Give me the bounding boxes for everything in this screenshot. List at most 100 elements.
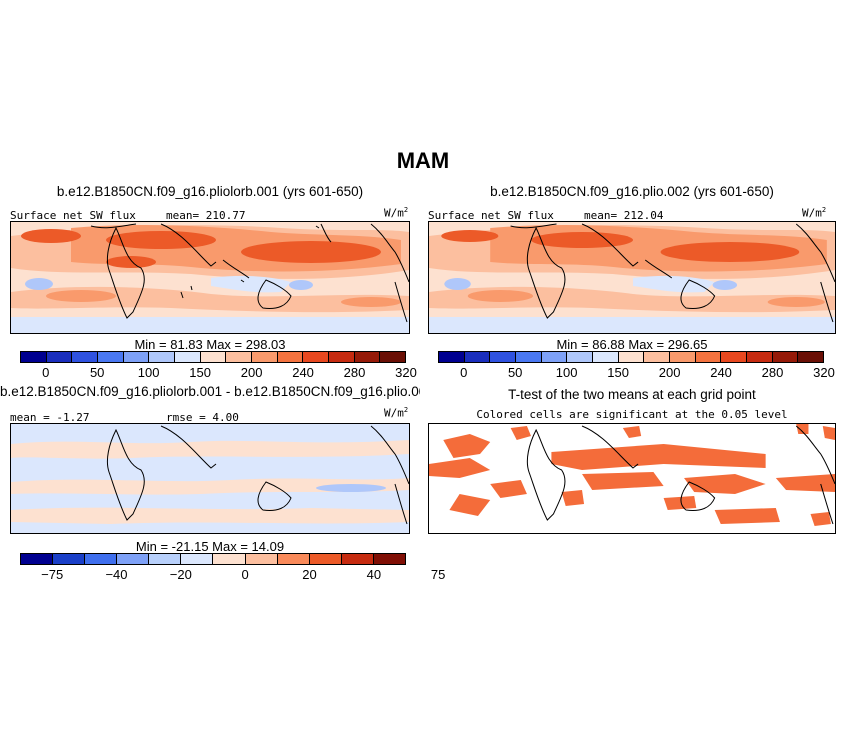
colorbar-tick-label: 0 bbox=[460, 365, 468, 380]
panel-2-colorbar: 0 50 100 150 200 240 280 320 bbox=[438, 351, 835, 380]
panel-2-colorbar-swatches bbox=[438, 351, 824, 363]
colorbar-swatch bbox=[226, 352, 253, 362]
panel-4-subtitle: Colored cells are significant at the 0.0… bbox=[476, 408, 788, 421]
colorbar-tick-label: 280 bbox=[761, 365, 784, 380]
colorbar-tick-label: 100 bbox=[555, 365, 578, 380]
panel-1-colorbar-swatches bbox=[20, 351, 406, 363]
panel-2-units: W/m2 bbox=[802, 206, 827, 220]
colorbar-swatch bbox=[644, 352, 671, 362]
panel-3-title: b.e12.B1850CN.f09_g16.pliolorb.001 - b.e… bbox=[0, 384, 420, 399]
colorbar-tick-label: 240 bbox=[710, 365, 732, 380]
panel-3-map-field bbox=[11, 424, 409, 533]
colorbar-tick-label: 200 bbox=[240, 365, 263, 380]
colorbar-tick-label: 320 bbox=[813, 365, 835, 380]
colorbar-swatch bbox=[341, 554, 374, 564]
colorbar-swatch bbox=[245, 554, 278, 564]
panel-1-colorbar-labels: 0 50 100 150 200 240 280 320 bbox=[20, 363, 417, 380]
colorbar-swatch bbox=[618, 352, 645, 362]
panel-1-title: b.e12.B1850CN.f09_g16.pliolorb.001 (yrs … bbox=[56, 184, 364, 199]
colorbar-swatch bbox=[277, 352, 304, 362]
panel-2-coastlines bbox=[510, 223, 835, 323]
colorbar-swatch bbox=[252, 352, 278, 362]
panel-1-units: W/m2 bbox=[384, 206, 409, 220]
colorbar-swatch bbox=[277, 554, 310, 564]
panel-2-minmax: Min = 86.88 Max = 296.65 bbox=[556, 337, 708, 352]
colorbar-swatch bbox=[567, 352, 594, 362]
colorbar-swatch bbox=[721, 352, 748, 362]
colorbar-swatch bbox=[380, 352, 406, 362]
colorbar-swatch bbox=[798, 352, 824, 362]
panel-1-coastlines bbox=[90, 223, 409, 323]
panel-1-mean-label: mean= 210.77 bbox=[166, 209, 246, 222]
colorbar-swatch bbox=[593, 352, 619, 362]
panel-3-colorbar-swatches bbox=[20, 553, 406, 565]
panel-4-map bbox=[428, 423, 836, 534]
colorbar-tick-label: 50 bbox=[89, 365, 105, 380]
colorbar-tick-label: 0 bbox=[42, 365, 50, 380]
panel-4-title: T-test of the two means at each grid poi… bbox=[508, 387, 756, 402]
colorbar-swatch bbox=[772, 352, 799, 362]
panel-3-colorbar: −75 −40 −20 0 20 40 75 bbox=[20, 553, 445, 582]
panel-1-colorbar: 0 50 100 150 200 240 280 320 bbox=[20, 351, 417, 380]
panel-3-rmse-label: rmse = 4.00 bbox=[166, 411, 239, 424]
colorbar-swatch bbox=[516, 352, 542, 362]
panel-3-units: W/m2 bbox=[384, 406, 409, 420]
colorbar-swatch bbox=[21, 554, 54, 564]
panel-3-coastlines bbox=[106, 425, 409, 525]
panel-2-variable-label: Surface net SW flux bbox=[428, 209, 554, 222]
colorbar-tick-label: 150 bbox=[189, 365, 211, 380]
panel-3-minmax: Min = -21.15 Max = 14.09 bbox=[135, 539, 285, 554]
panel-4-map-field bbox=[429, 424, 835, 526]
colorbar-swatch bbox=[85, 554, 118, 564]
colorbar-swatch bbox=[373, 554, 405, 564]
colorbar-tick-label: 100 bbox=[137, 365, 160, 380]
colorbar-tick-label: −75 bbox=[41, 567, 64, 582]
colorbar-tick-label: 0 bbox=[241, 567, 249, 582]
colorbar-tick-label: 75 bbox=[430, 567, 446, 582]
colorbar-swatch bbox=[439, 352, 465, 362]
colorbar-tick-label: −40 bbox=[105, 567, 128, 582]
colorbar-swatch bbox=[213, 554, 246, 564]
colorbar-tick-label: 150 bbox=[607, 365, 629, 380]
colorbar-swatch bbox=[695, 352, 722, 362]
colorbar-tick-label: 50 bbox=[507, 365, 523, 380]
colorbar-swatch bbox=[670, 352, 696, 362]
colorbar-swatch bbox=[149, 554, 182, 564]
panel-2-map-field bbox=[429, 222, 835, 333]
colorbar-swatch bbox=[72, 352, 99, 362]
colorbar-swatch bbox=[303, 352, 330, 362]
colorbar-tick-label: 200 bbox=[658, 365, 681, 380]
colorbar-swatch bbox=[490, 352, 517, 362]
colorbar-swatch bbox=[175, 352, 201, 362]
panel-1-variable-label: Surface net SW flux bbox=[10, 209, 136, 222]
panel-1-map-field bbox=[11, 222, 409, 333]
colorbar-swatch bbox=[747, 352, 773, 362]
colorbar-swatch bbox=[329, 352, 355, 362]
panel-1-minmax: Min = 81.83 Max = 298.03 bbox=[134, 337, 286, 352]
panel-2-map bbox=[428, 221, 836, 334]
colorbar-swatch bbox=[464, 352, 491, 362]
colorbar-swatch bbox=[541, 352, 568, 362]
colorbar-swatch bbox=[309, 554, 342, 564]
panel-2-title: b.e12.B1850CN.f09_g16.plio.002 (yrs 601-… bbox=[490, 184, 774, 199]
colorbar-tick-label: −20 bbox=[169, 567, 192, 582]
figure-title: MAM bbox=[396, 148, 450, 173]
colorbar-swatch bbox=[181, 554, 214, 564]
panel-2-mean-label: mean= 212.04 bbox=[584, 209, 664, 222]
colorbar-swatch bbox=[53, 554, 86, 564]
panel-4-coastlines bbox=[526, 425, 835, 525]
panel-2-colorbar-labels: 0 50 100 150 200 240 280 320 bbox=[438, 363, 835, 380]
colorbar-swatch bbox=[354, 352, 381, 362]
panel-3-mean-label: mean = -1.27 bbox=[10, 411, 90, 424]
colorbar-swatch bbox=[117, 554, 150, 564]
colorbar-tick-label: 40 bbox=[366, 567, 382, 582]
colorbar-swatch bbox=[21, 352, 47, 362]
colorbar-tick-label: 20 bbox=[302, 567, 317, 582]
colorbar-tick-label: 320 bbox=[395, 365, 417, 380]
colorbar-tick-label: 240 bbox=[292, 365, 314, 380]
panel-1-map bbox=[10, 221, 410, 334]
colorbar-swatch bbox=[98, 352, 124, 362]
colorbar-swatch bbox=[123, 352, 150, 362]
colorbar-swatch bbox=[200, 352, 227, 362]
panel-3-colorbar-labels: −75 −40 −20 0 20 40 75 bbox=[20, 565, 445, 582]
